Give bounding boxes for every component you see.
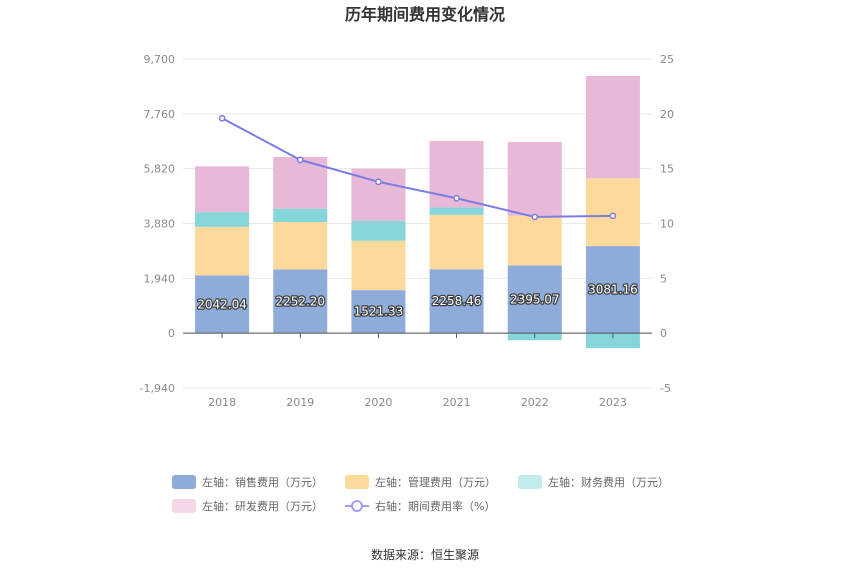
legend-swatch-2: [518, 475, 542, 489]
bar-0-2020: [351, 290, 406, 334]
rate-point-2023: [609, 212, 617, 220]
right-axis-tick-label: 5: [660, 272, 667, 285]
left-axis-tick-label: 1,940: [144, 272, 176, 285]
right-axis-tick-label: 20: [660, 108, 674, 121]
bar-0-2022: [507, 265, 562, 334]
legend-swatch-0: [172, 475, 196, 489]
bar-3-2018: [195, 166, 250, 213]
chart-title: 历年期间费用变化情况: [345, 5, 505, 24]
rate-point-2019: [296, 156, 304, 164]
legend: 左轴：销售费用（万元） 左轴：管理费用（万元） 左轴：财务费用（万元） 左轴：研发费用…: [172, 475, 669, 513]
rate-point-2020: [375, 178, 382, 186]
bar-data-label: 2258.46: [432, 294, 482, 308]
x-axis-tick-label: 2021: [443, 396, 471, 409]
rate-line-path: [221, 117, 613, 218]
bar-2-2021: [429, 207, 484, 215]
bar-2-2019: [273, 208, 328, 223]
left-axis-tick-label: 5,820: [144, 163, 176, 176]
x-axis-tick-label: 2020: [364, 396, 392, 409]
axes: -1,940 0 1,940 3,880 5,820 7,760 9,700 -5 0 5 10 15…: [140, 53, 674, 409]
bar-data-label: 2252.20: [275, 294, 325, 308]
grid: [183, 58, 652, 389]
x-axis-tick-label: 2019: [286, 396, 314, 409]
left-axis-tick-label: -1,940: [140, 382, 175, 395]
legend-label-1: 左轴：管理费用（万元）: [375, 475, 496, 489]
legend-label-2: 左轴：财务费用（万元）: [548, 475, 669, 489]
bar-data-label: 2395.07: [510, 292, 560, 306]
bar-2-2020: [351, 220, 406, 241]
bar-1-2022: [507, 215, 562, 266]
rate-point-2018: [218, 114, 226, 122]
left-axis-tick-label: 3,880: [144, 218, 176, 231]
rate-point-2022: [531, 213, 539, 221]
right-axis-tick-label: -5: [660, 382, 671, 395]
bar-2-2023: [585, 333, 640, 349]
left-axis-tick-label: 7,760: [144, 108, 176, 121]
bar-2-2018: [195, 212, 250, 227]
legend-label-4: 右轴：期间费用率（%）: [375, 499, 495, 513]
bar-0-2021: [429, 269, 484, 334]
right-axis-tick-label: 10: [660, 218, 674, 231]
bar-data-label: 2042.04: [197, 297, 247, 311]
bar-data-label: 3081.16: [588, 283, 638, 297]
rate-line: [218, 114, 617, 221]
data-labels: 2042.04 2252.20 1521.33 2258.46 2395.07 3081.…: [196, 281, 639, 319]
bar-1-2020: [351, 240, 406, 291]
legend-label-0: 左轴：销售费用（万元）: [202, 475, 323, 489]
x-axis-tick-label: 2023: [599, 396, 627, 409]
source-note: 数据来源：恒生聚源: [371, 547, 479, 562]
legend-swatch-marker: [351, 500, 363, 512]
x-axis-tick-label: 2022: [521, 396, 549, 409]
bar-1-2021: [429, 214, 484, 270]
x-axis-tick-label: 2018: [208, 396, 236, 409]
bar-0-2019: [273, 269, 328, 334]
bar-0-2023: [585, 246, 640, 334]
bar-0-2018: [195, 275, 250, 334]
right-axis-tick-label: 0: [660, 327, 667, 340]
bar-3-2022: [507, 141, 562, 216]
right-axis-tick-label: 25: [660, 53, 674, 66]
left-axis-tick-label: 0: [168, 327, 175, 340]
bar-3-2023: [585, 75, 640, 179]
bars: [195, 75, 640, 349]
bar-1-2018: [195, 226, 250, 276]
bar-data-label: 1521.33: [354, 305, 404, 319]
legend-swatch-3: [172, 499, 196, 513]
legend-swatch-1: [345, 475, 369, 489]
rate-point-2021: [453, 194, 460, 202]
left-axis-tick-label: 9,700: [144, 53, 176, 66]
legend-label-3: 左轴：研发费用（万元）: [202, 499, 323, 513]
bar-1-2019: [273, 222, 328, 270]
right-axis-tick-label: 15: [660, 163, 674, 176]
bar-1-2023: [585, 178, 640, 247]
